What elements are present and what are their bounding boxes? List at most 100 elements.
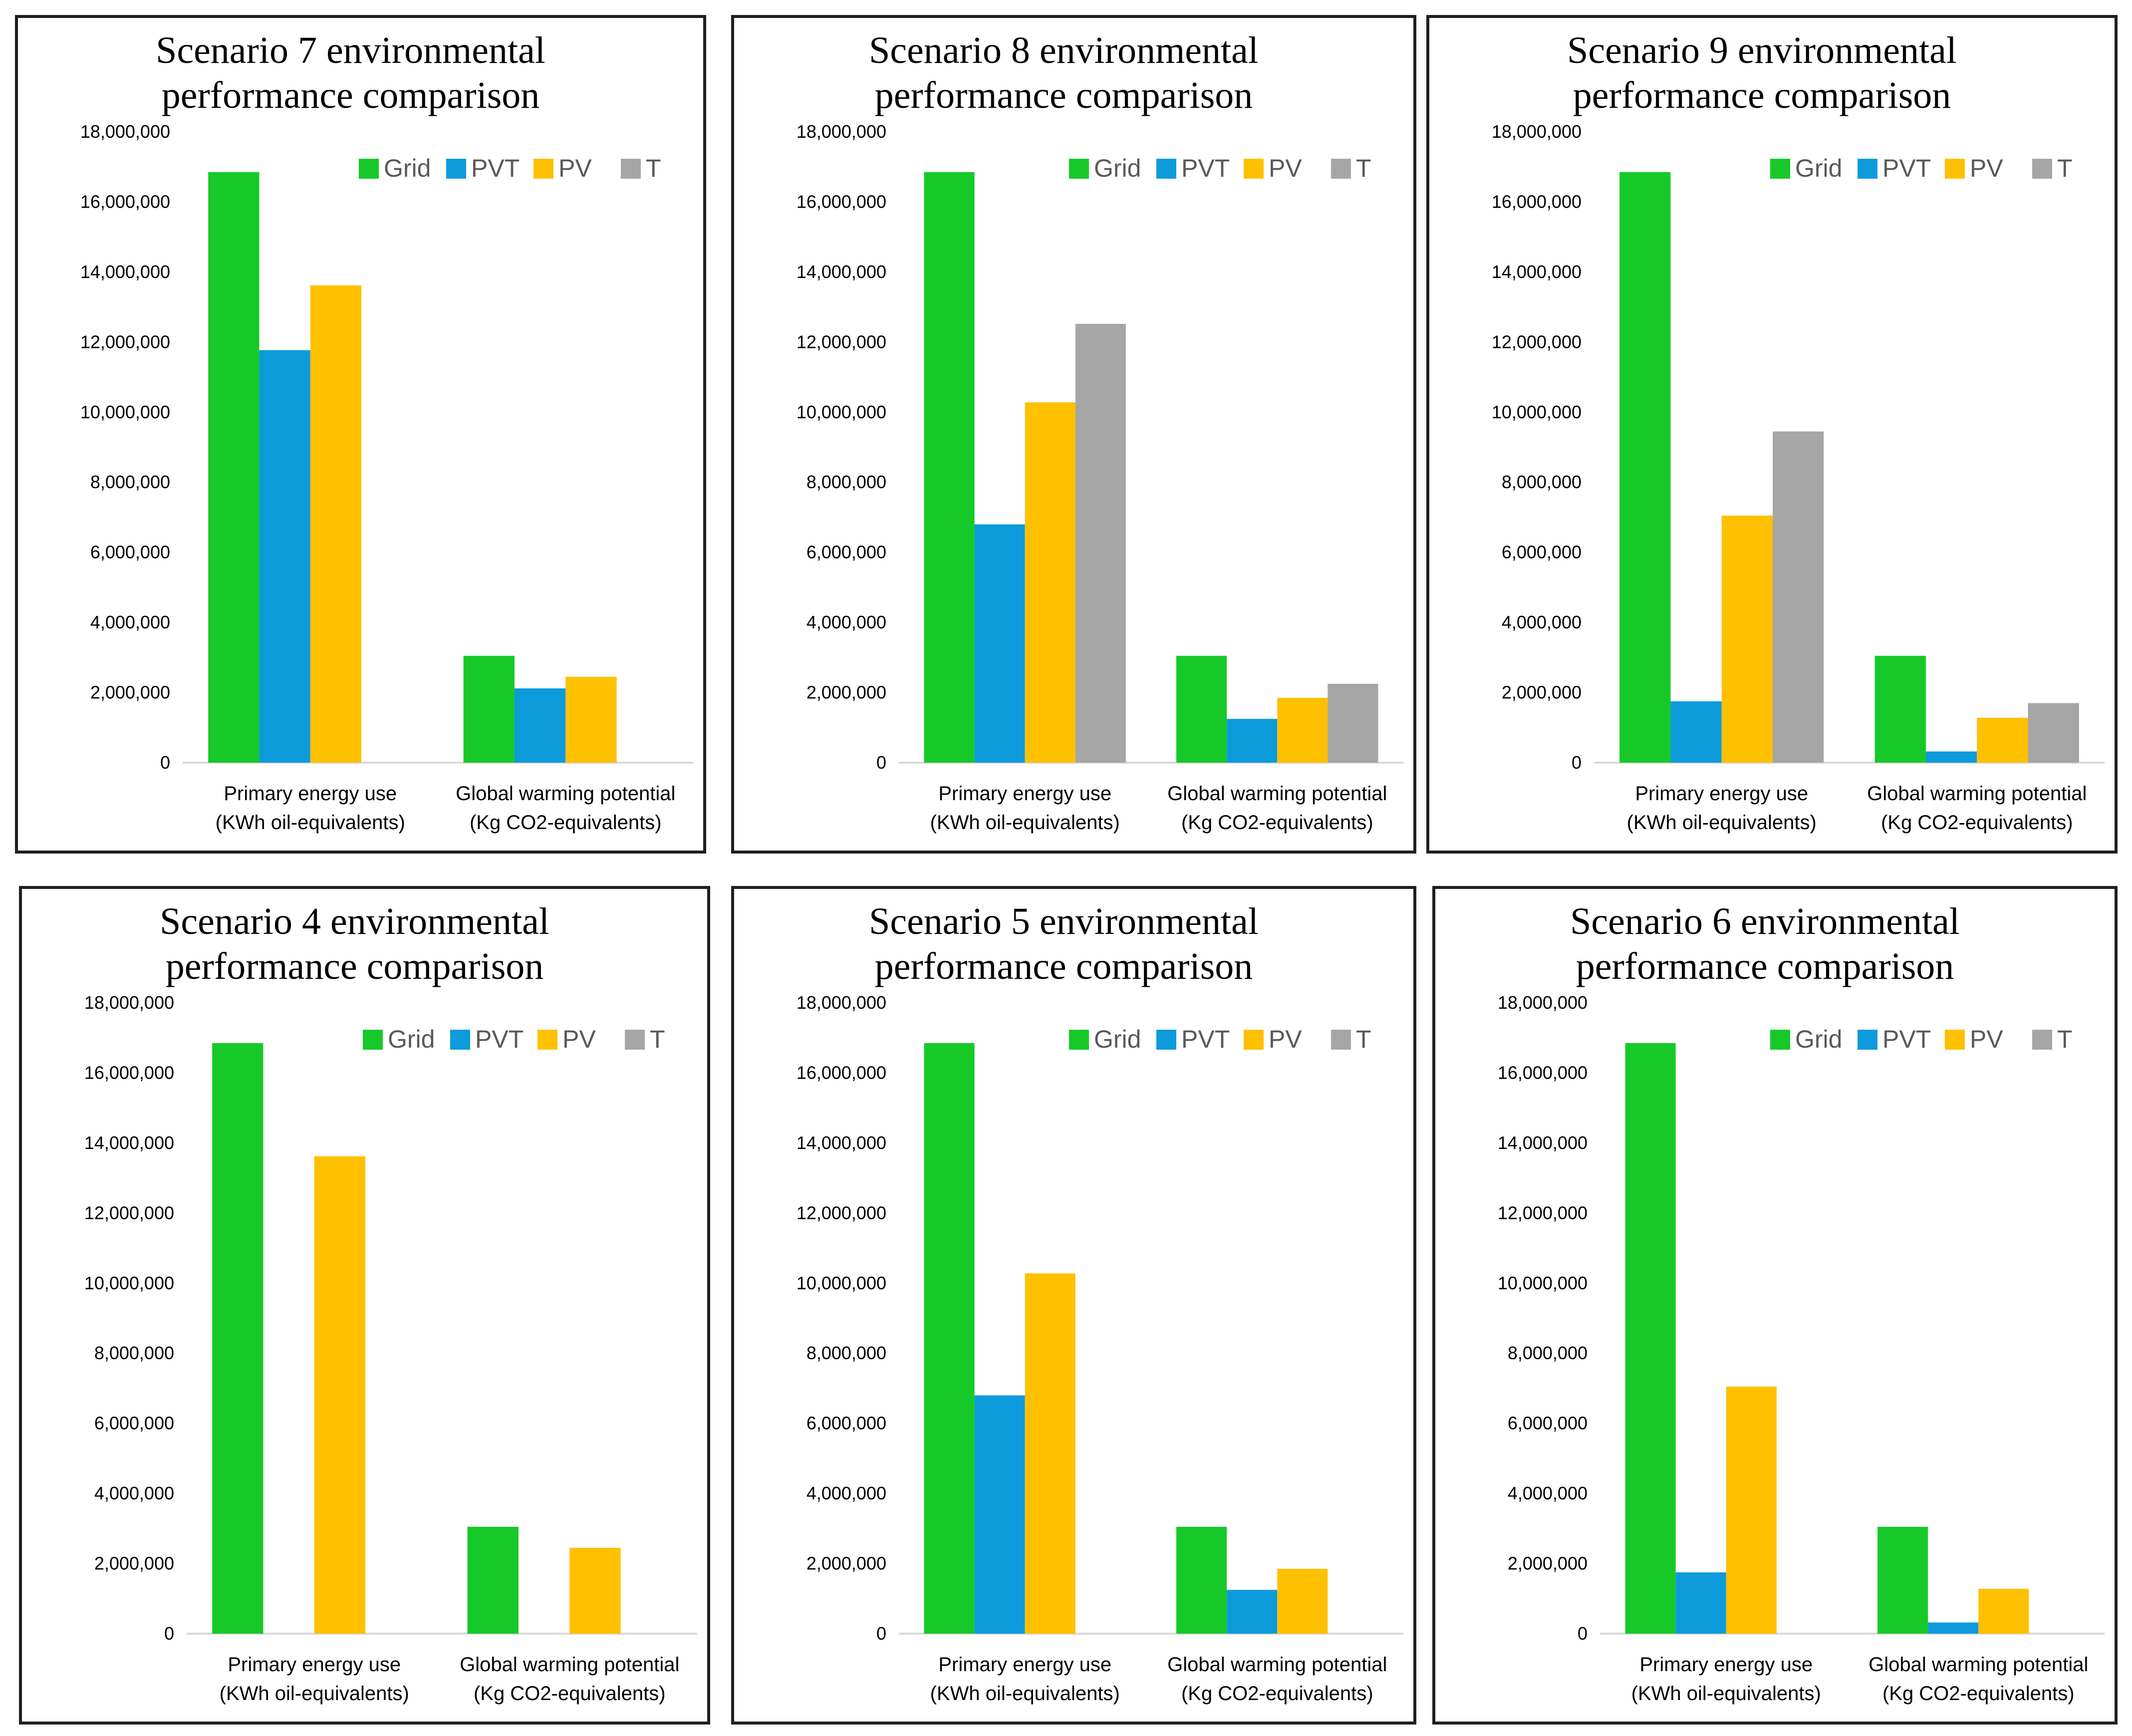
chart-panel-scenario-7: Scenario 7 environmental performance comp… <box>15 15 706 854</box>
y-tick-label: 12,000,000 <box>1498 1202 1588 1223</box>
legend-label: T <box>646 154 661 182</box>
bar-pvt <box>1928 1622 1979 1634</box>
legend-swatch-pvt <box>1858 1030 1877 1050</box>
chart-panel-scenario-9: Scenario 9 environmental performance comp… <box>1426 15 2118 854</box>
legend-label: PVT <box>475 1025 524 1053</box>
y-tick-label: 16,000,000 <box>84 1062 174 1083</box>
category-label: (KWh oil-equivalents) <box>216 812 405 834</box>
legend-label: T <box>1356 154 1371 182</box>
category-label: Primary energy use <box>938 783 1111 805</box>
chart-title-line: performance comparison <box>1576 945 1954 987</box>
category-label: Global warming potential <box>1868 1654 2088 1676</box>
y-tick-label: 6,000,000 <box>806 542 886 563</box>
legend-label: PV <box>1970 1025 2003 1053</box>
y-tick-label: 18,000,000 <box>797 992 886 1013</box>
y-tick-label: 4,000,000 <box>806 612 886 632</box>
legend-swatch-grid <box>1069 1030 1089 1050</box>
bar-pvt <box>1925 751 1977 763</box>
category-label: (KWh oil-equivalents) <box>1627 812 1817 834</box>
y-tick-label: 18,000,000 <box>84 992 174 1013</box>
category-label: Global warming potential <box>1867 783 2087 805</box>
y-tick-label: 6,000,000 <box>90 542 170 563</box>
y-tick-label: 10,000,000 <box>1492 402 1582 422</box>
category-label: Primary energy use <box>938 1654 1111 1676</box>
bar-pvt <box>1670 701 1722 763</box>
y-tick-label: 14,000,000 <box>84 1133 174 1153</box>
y-tick-label: 12,000,000 <box>80 331 170 352</box>
legend-swatch-pvt <box>1156 1030 1176 1050</box>
bar-t <box>1773 431 1824 763</box>
y-tick-label: 18,000,000 <box>1498 992 1588 1013</box>
y-tick-label: 2,000,000 <box>94 1553 174 1574</box>
legend-label: Grid <box>1795 154 1842 182</box>
y-tick-label: 10,000,000 <box>84 1273 174 1293</box>
y-tick-label: 2,000,000 <box>806 1553 886 1574</box>
legend-swatch-pv <box>533 159 553 179</box>
y-tick-label: 0 <box>876 752 886 773</box>
chart-title-line: Scenario 5 environmental <box>869 900 1259 942</box>
legend-label: Grid <box>1094 1025 1141 1053</box>
y-tick-label: 2,000,000 <box>90 682 170 703</box>
y-tick-label: 6,000,000 <box>1502 542 1582 563</box>
category-label: (Kg CO2-equivalents) <box>1181 1683 1373 1705</box>
bar-pv <box>1978 1589 2029 1634</box>
category-label: Primary energy use <box>1635 783 1808 805</box>
y-tick-label: 12,000,000 <box>84 1202 174 1223</box>
bar-pvt <box>1227 719 1278 763</box>
y-tick-label: 8,000,000 <box>806 472 886 492</box>
bar-grid <box>924 172 975 763</box>
y-tick-label: 12,000,000 <box>797 331 886 352</box>
chart-title-line: Scenario 7 environmental <box>156 29 545 71</box>
legend-label: Grid <box>1795 1025 1842 1053</box>
chart-panel-scenario-4: Scenario 4 environmental performance comp… <box>19 886 710 1725</box>
chart-title-line: performance comparison <box>166 945 544 987</box>
category-label: (KWh oil-equivalents) <box>930 1683 1120 1705</box>
legend-swatch-pv <box>1244 1030 1264 1050</box>
chart-panel-scenario-5: Scenario 5 environmental performance comp… <box>731 886 1416 1725</box>
bar-pvt <box>514 688 566 763</box>
y-tick-label: 6,000,000 <box>806 1413 886 1434</box>
legend-swatch-pvt <box>450 1030 470 1050</box>
category-label: (KWh oil-equivalents) <box>220 1683 409 1705</box>
bar-pvt <box>974 524 1025 763</box>
y-tick-label: 14,000,000 <box>1492 262 1582 282</box>
y-tick-label: 10,000,000 <box>80 402 170 422</box>
category-label: Global warming potential <box>460 1654 679 1676</box>
legend-label: Grid <box>388 1025 435 1053</box>
bar-pv <box>565 676 617 763</box>
chart-title-line: Scenario 8 environmental <box>869 29 1259 71</box>
chart-title-line: Scenario 6 environmental <box>1570 900 1960 942</box>
y-tick-label: 16,000,000 <box>1492 191 1582 212</box>
chart-title-line: performance comparison <box>1573 74 1951 116</box>
category-label: Global warming potential <box>1167 783 1387 805</box>
legend-swatch-t <box>621 159 641 179</box>
category-label: (KWh oil-equivalents) <box>1631 1683 1821 1705</box>
y-tick-label: 12,000,000 <box>797 1202 886 1223</box>
bar-pvt <box>1675 1572 1726 1634</box>
legend-label: PV <box>1269 154 1302 182</box>
y-tick-label: 14,000,000 <box>1498 1133 1588 1153</box>
y-tick-label: 14,000,000 <box>797 1133 886 1153</box>
legend-swatch-pv <box>1244 159 1264 179</box>
bar-grid <box>1619 172 1671 763</box>
category-label: Primary energy use <box>1639 1654 1813 1676</box>
y-tick-label: 0 <box>876 1623 886 1644</box>
category-label: (Kg CO2-equivalents) <box>470 812 662 834</box>
legend-label: Grid <box>384 154 431 182</box>
legend-swatch-t <box>2032 1030 2052 1050</box>
category-label: (Kg CO2-equivalents) <box>474 1683 666 1705</box>
bar-grid <box>467 1526 519 1634</box>
legend-label: T <box>2057 154 2073 182</box>
bar-grid <box>924 1043 975 1634</box>
bar-pv <box>1721 515 1773 763</box>
bar-pv <box>1726 1386 1777 1634</box>
legend-swatch-t <box>1331 1030 1351 1050</box>
legend-swatch-grid <box>1770 1030 1790 1050</box>
legend-swatch-pvt <box>446 159 466 179</box>
y-tick-label: 16,000,000 <box>797 191 886 212</box>
legend-swatch-pvt <box>1156 159 1176 179</box>
y-tick-label: 16,000,000 <box>80 191 170 212</box>
chart-title-line: Scenario 4 environmental <box>160 900 549 942</box>
legend-swatch-t <box>1331 159 1351 179</box>
